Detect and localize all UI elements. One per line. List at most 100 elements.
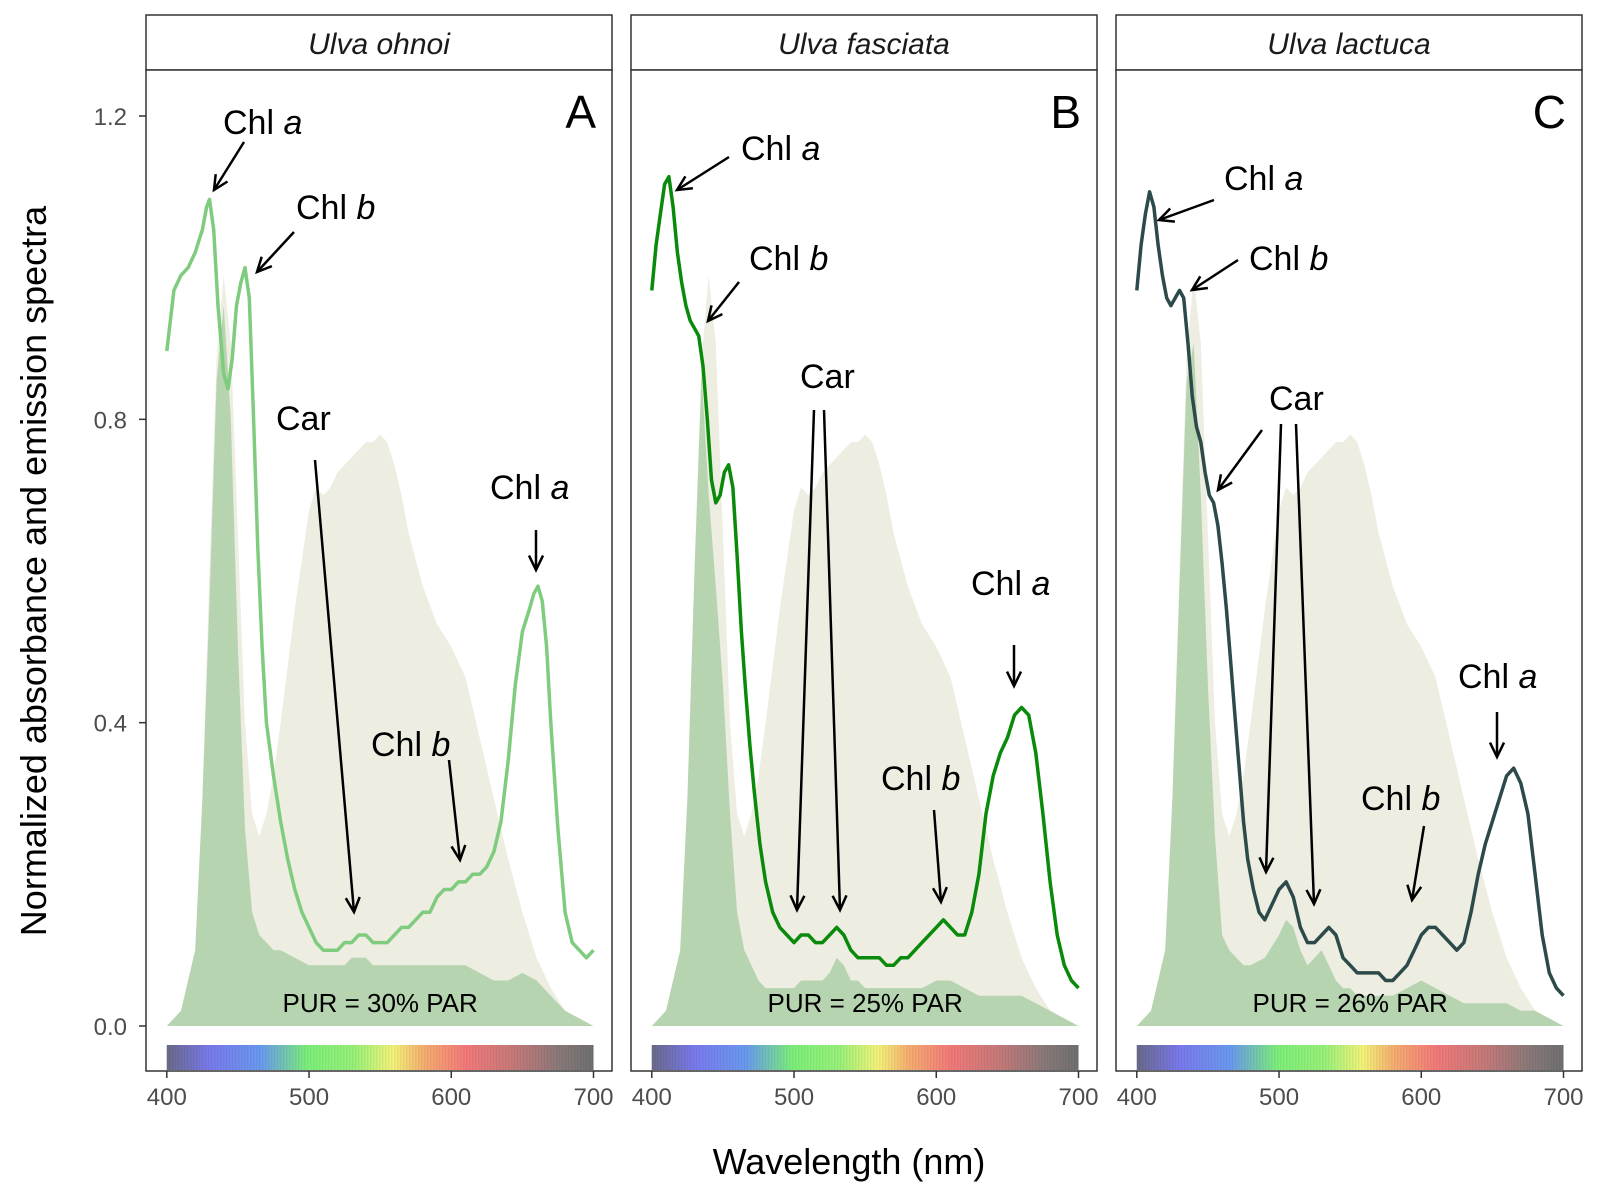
annotation-arrowhead	[789, 894, 806, 913]
annotation-arrowhead	[1156, 207, 1176, 223]
panel-title: Ulva ohnoi	[308, 28, 451, 61]
peak-annotation-label: Chl b	[749, 240, 828, 278]
peak-annotation-label: Chl a	[1224, 160, 1303, 198]
annotation-arrowhead	[1005, 671, 1023, 689]
peak-annotation-label: Car	[800, 358, 855, 396]
panel-strip	[145, 14, 613, 71]
x-tick-label: 500	[289, 1084, 329, 1111]
annotation-arrow	[822, 409, 842, 911]
chart-panel: Ulva lactuca 400 500 600 700 C PUR = 26% PAR Ch…	[1115, 14, 1584, 1111]
absorbed-light-area	[1136, 343, 1564, 1026]
annotation-arrow	[1294, 423, 1316, 905]
peak-annotation-label: Chl b	[881, 760, 960, 798]
x-tick-label: 400	[1117, 1084, 1157, 1111]
panel-title: Ulva lactuca	[1267, 28, 1430, 61]
spectrum-texture	[651, 1045, 1079, 1070]
peak-annotation-label: Chl b	[296, 189, 375, 227]
panel-border	[1115, 69, 1583, 1072]
annotation-arrowhead	[255, 256, 273, 275]
chart-panel: Ulva fasciata 400 500 600 700 B PUR = 25% PAR C…	[630, 14, 1099, 1111]
annotation-arrow	[447, 759, 462, 861]
peak-annotation-label: Chl a	[741, 130, 820, 168]
y-tick-label: 0.4	[94, 711, 127, 738]
absorbed-light-area	[166, 305, 594, 1027]
x-tick-label: 700	[1058, 1084, 1098, 1111]
pur-label: PUR = 30% PAR	[282, 988, 477, 1018]
spectrum-texture	[166, 1045, 594, 1070]
panel-letter: B	[1050, 86, 1081, 138]
annotation-arrowhead	[450, 844, 467, 863]
x-tick-label: 500	[774, 1084, 814, 1111]
absorbed-light-area	[651, 373, 1079, 1026]
peak-annotation-label: Chl b	[371, 726, 450, 764]
annotation-arrowhead	[212, 173, 229, 193]
spectrum-color-bar	[166, 1045, 594, 1070]
annotation-arrow	[1410, 825, 1426, 901]
x-tick-label: 600	[916, 1084, 956, 1111]
panel-border	[145, 69, 613, 1072]
x-tick-label: 400	[632, 1084, 672, 1111]
absorbance-line	[165, 197, 595, 960]
annotation-arrow	[313, 459, 356, 913]
annotation-arrowhead	[1258, 856, 1275, 875]
panel-letter: A	[565, 86, 596, 138]
x-tick-label: 500	[1259, 1084, 1299, 1111]
annotation-arrowhead	[527, 555, 545, 573]
annotation-arrow	[676, 155, 730, 192]
y-tick-labels: 0.0 0.4 0.8 1.2	[94, 104, 146, 1041]
panel-strip	[630, 14, 1098, 71]
annotation-arrow	[256, 231, 295, 273]
led-emission-area	[1136, 275, 1564, 1026]
peak-annotation-label: Chl a	[1458, 658, 1537, 696]
x-tick-label: 700	[573, 1084, 613, 1111]
panel-letter: C	[1533, 86, 1566, 138]
annotation-arrow	[212, 141, 246, 191]
x-axis-title: Wavelength (nm)	[713, 1141, 986, 1182]
annotation-arrowhead	[1189, 275, 1209, 292]
y-tick-label: 0.8	[94, 407, 127, 434]
led-emission-area	[166, 275, 594, 1026]
spectrum-color-bar	[651, 1045, 1079, 1070]
peak-annotation-label: Chl b	[1249, 240, 1328, 278]
annotation-arrowhead	[706, 305, 723, 324]
pur-label: PUR = 25% PAR	[767, 988, 962, 1018]
peak-annotation-label: Car	[276, 400, 331, 438]
pur-label: PUR = 26% PAR	[1252, 988, 1447, 1018]
annotation-arrow	[1216, 429, 1264, 491]
annotation-arrowhead	[1216, 474, 1233, 493]
annotation-arrowhead	[344, 896, 361, 915]
annotation-arrow	[1158, 198, 1215, 222]
peak-annotation-label: Chl a	[490, 469, 569, 507]
peak-annotation-label: Chl b	[1361, 780, 1440, 818]
spectrum-texture	[1136, 1045, 1564, 1070]
peak-annotation-label: Chl a	[223, 104, 302, 142]
annotation-arrow	[795, 409, 816, 911]
annotation-arrowhead	[674, 175, 694, 192]
x-tick-label: 600	[1401, 1084, 1441, 1111]
x-tick-label: 400	[147, 1084, 187, 1111]
annotation-arrow	[932, 809, 943, 903]
y-axis-title: Normalized absorbance and emission spect…	[13, 205, 54, 936]
annotation-arrow	[1191, 258, 1239, 292]
annotation-arrowhead	[1488, 742, 1506, 760]
peak-annotation-label: Car	[1269, 380, 1324, 418]
absorbance-line	[1135, 190, 1565, 997]
annotation-arrowhead	[931, 886, 948, 905]
spectrum-color-bar	[1136, 1045, 1564, 1070]
panels: Ulva ohnoi 400 500 600 700 A PUR = 30% PAR Chl …	[145, 14, 1584, 1111]
panel-title: Ulva fasciata	[778, 28, 950, 61]
absorbance-line	[650, 174, 1080, 990]
annotation-arrowhead	[1406, 884, 1423, 903]
annotation-arrowhead	[831, 894, 848, 913]
annotation-arrowhead	[1305, 888, 1322, 907]
panel-border	[630, 69, 1098, 1072]
panel-strip	[1115, 14, 1583, 71]
y-tick-label: 0.0	[94, 1014, 127, 1041]
peak-annotation-label: Chl a	[971, 565, 1050, 603]
annotation-arrow	[707, 281, 740, 322]
x-tick-label: 600	[431, 1084, 471, 1111]
y-tick-label: 1.2	[94, 104, 127, 131]
x-tick-label: 700	[1543, 1084, 1583, 1111]
chart-panel: Ulva ohnoi 400 500 600 700 A PUR = 30% PAR Chl …	[145, 14, 614, 1111]
